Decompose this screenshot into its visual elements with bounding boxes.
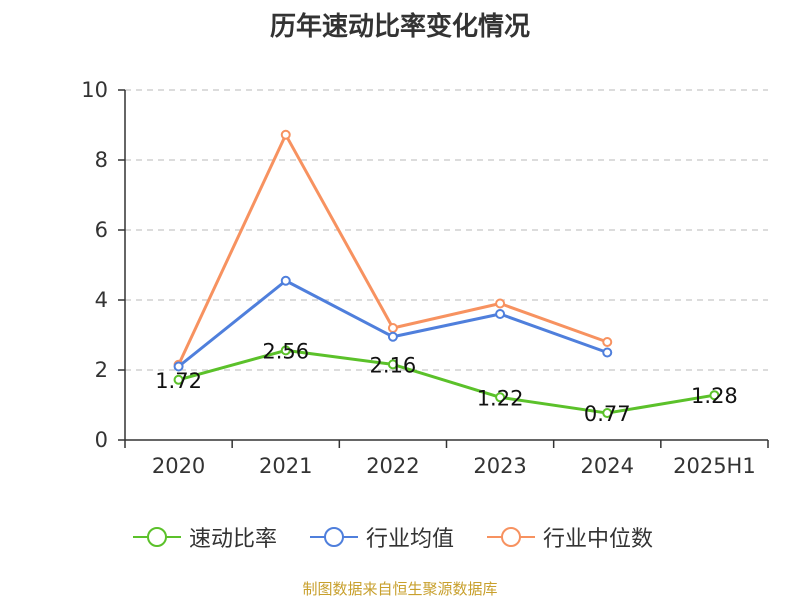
y-tick-label: 2 (95, 358, 108, 382)
data-labels: 1.72 2.56 2.16 1.22 0.77 1.28 (155, 339, 738, 426)
legend-item-1[interactable]: 行业均值 (310, 522, 454, 552)
y-tick-label: 8 (95, 148, 108, 172)
data-label: 2.56 (262, 339, 309, 363)
data-point[interactable] (280, 129, 291, 140)
data-point[interactable] (387, 323, 398, 333)
legend-label: 速动比率 (189, 527, 278, 552)
data-label: 2.16 (370, 353, 417, 377)
axes: 0 2 4 6 8 10 2020 2021 2022 2023 2024 2025H1 (81, 78, 769, 478)
y-tick-label: 10 (81, 78, 108, 102)
x-tick-label: 2022 (366, 454, 419, 478)
data-point[interactable] (387, 331, 398, 342)
data-point[interactable] (602, 337, 613, 347)
x-tick-label: 2025H1 (673, 454, 756, 478)
legend-item-2[interactable]: 行业中位数 (487, 522, 653, 552)
data-point[interactable] (602, 347, 613, 358)
y-tick-label: 4 (95, 288, 108, 312)
series-line-0 (178, 348, 715, 415)
legend-label: 行业中位数 (543, 527, 654, 552)
data-label: 1.72 (155, 369, 202, 393)
legend-line-circle-icon (310, 527, 358, 547)
data-label: 1.22 (477, 386, 524, 410)
data-point[interactable] (280, 345, 291, 356)
legend-line-circle-icon (487, 527, 535, 547)
legend: 速动比率 行业均值 行业中位数 (0, 522, 800, 552)
y-tick-label: 6 (95, 218, 108, 242)
x-tick-label: 2021 (259, 454, 312, 478)
grid-lines (125, 89, 768, 371)
data-point[interactable] (173, 374, 184, 385)
data-point[interactable] (495, 309, 506, 319)
data-point[interactable] (709, 390, 720, 401)
data-point[interactable] (602, 408, 613, 419)
data-label: 1.28 (691, 384, 738, 408)
data-label: 0.77 (584, 402, 631, 426)
x-tick-label: 2024 (581, 454, 634, 478)
legend-line-circle-icon (133, 527, 181, 547)
data-point[interactable] (495, 392, 506, 403)
x-tick-label: 2023 (473, 454, 526, 478)
source-note: 制图数据来自恒生聚源数据库 (302, 580, 498, 598)
legend-label: 行业均值 (366, 527, 455, 552)
y-tick-label: 0 (95, 428, 108, 452)
data-point[interactable] (387, 359, 398, 370)
series-lines (173, 129, 720, 419)
data-point[interactable] (173, 361, 184, 372)
chart-title: 历年速动比率变化情况 (269, 12, 530, 42)
legend-item-0[interactable]: 速动比率 (133, 522, 277, 552)
x-tick-label: 2020 (152, 454, 205, 478)
data-point[interactable] (280, 275, 291, 286)
data-point[interactable] (495, 298, 506, 309)
